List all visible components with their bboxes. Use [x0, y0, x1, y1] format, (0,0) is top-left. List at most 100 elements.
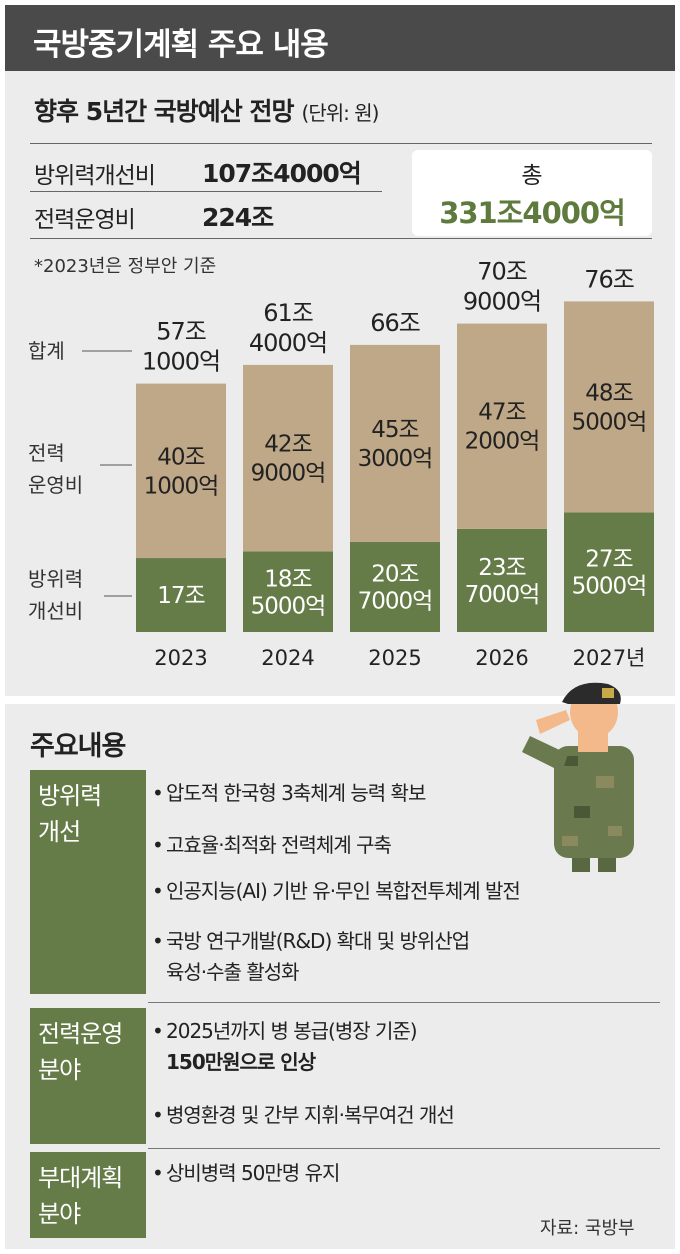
bar-improvement [457, 528, 547, 632]
item-text: 상비병력 50만명 유지 [166, 1161, 340, 1185]
budget-heading: 향후 5년간 국방예산 전망 (단위: 원) [34, 92, 380, 128]
data-label-operation: 40조 [157, 444, 204, 470]
bullet: • [152, 879, 164, 903]
item-text: 150만원으로 인상 [166, 1050, 316, 1074]
total-label: 9000억 [463, 288, 541, 316]
bar-improvement [564, 512, 654, 632]
source-credit: 자료: 국방부 [540, 1218, 635, 1239]
legend-improvement-label: 개선비 [28, 599, 83, 623]
summary-value-improvement: 107조4000억 [202, 159, 362, 188]
list-item: • 인공지능(AI) 기반 유·무인 복합전투체계 발전 [152, 876, 664, 907]
category-line: 분야 [38, 1056, 81, 1084]
data-label-improvement: 18조 [264, 566, 311, 592]
data-label-improvement: 27조 [585, 547, 632, 573]
bar-operation [457, 323, 547, 529]
data-label-operation: 2000억 [465, 429, 540, 455]
total-label: 57조 [156, 318, 206, 346]
data-label-operation: 42조 [264, 432, 311, 458]
bar-operation [243, 364, 333, 552]
stacked-bar-chart: 17조40조1000억57조1000억202318조5000억42조9000억6… [28, 258, 654, 670]
summary-label-operation: 전력운영비 [34, 207, 136, 233]
x-tick-label: 2023 [154, 646, 207, 670]
bullet: • [152, 929, 164, 953]
bar-improvement [136, 558, 226, 632]
x-tick-label: 2026 [475, 646, 528, 670]
data-label-operation: 47조 [478, 400, 525, 426]
data-label-improvement: 5000억 [251, 593, 326, 619]
data-label-operation: 48조 [585, 380, 632, 406]
item-text: 국방 연구개발(R&D) 확대 및 방위산업 [166, 929, 470, 953]
list-item: • 상비병력 50만명 유지 [152, 1158, 664, 1189]
category-line: 방위력 [38, 782, 102, 810]
bar-improvement [350, 541, 440, 632]
item-text: 병영환경 및 간부 지휘·복무여건 개선 [166, 1103, 455, 1127]
divider-line [148, 1002, 660, 1003]
item-text: 2025년까지 병 봉급(병장 기준) [166, 1019, 418, 1043]
x-tick-label: 2024 [261, 646, 314, 670]
total-value: 331조4000억 [439, 196, 626, 230]
data-label-improvement: 5000억 [572, 574, 647, 600]
category-line: 전력운영 [38, 1020, 123, 1048]
category-line: 부대계획 [38, 1164, 123, 1192]
bullet: • [152, 833, 164, 857]
category-improvement: 방위력 개선 [30, 770, 146, 994]
data-label-improvement: 7000억 [358, 588, 433, 614]
data-label-improvement: 23조 [478, 555, 525, 581]
list-item: • 병영환경 및 간부 지휘·복무여건 개선 [152, 1100, 664, 1131]
bullet: • [152, 1019, 164, 1043]
divider-line [148, 1148, 660, 1149]
data-label-operation: 3000억 [358, 446, 433, 472]
total-label: 76조 [584, 265, 634, 293]
divider-line [30, 238, 652, 239]
item-text: 인공지능(AI) 기반 유·무인 복합전투체계 발전 [166, 879, 521, 903]
total-box: 총 331조4000억 [412, 150, 652, 236]
item-text: 압도적 한국형 3축체계 능력 확보 [166, 781, 426, 805]
bullet: • [152, 1161, 164, 1185]
bar-improvement [243, 551, 333, 632]
data-label-improvement: 17조 [157, 583, 204, 609]
legend-operation-label: 전력 [28, 441, 65, 465]
total-label: 총 [521, 163, 543, 189]
footnote: *2023년은 정부안 기준 [34, 256, 217, 277]
category-line: 개선 [38, 818, 81, 846]
saluting-soldier-illustration [522, 682, 634, 872]
page-title: 국방중기계획 주요 내용 [33, 27, 329, 63]
divider-line [30, 191, 382, 192]
data-label-operation: 9000억 [251, 461, 326, 487]
total-label: 66조 [370, 309, 420, 337]
budget-unit: (단위: 원) [301, 101, 380, 125]
data-label-operation: 45조 [371, 417, 418, 443]
legend-improvement-label: 방위력 [28, 567, 83, 591]
item-text: 육성·수출 활성화 [166, 960, 300, 984]
total-label: 61조 [263, 299, 313, 327]
category-force: 부대계획 분야 [30, 1152, 146, 1238]
bar-operation [350, 344, 440, 542]
legend-total-label: 합계 [28, 339, 65, 363]
title-bar: 국방중기계획 주요 내용 [5, 5, 675, 71]
total-label: 4000억 [249, 329, 327, 357]
bar-operation [564, 301, 654, 513]
data-label-operation: 1000억 [144, 473, 219, 499]
data-label-operation: 5000억 [572, 409, 647, 435]
list-item: • 압도적 한국형 3축체계 능력 확보 [152, 778, 664, 809]
section-divider [5, 696, 675, 704]
divider-line [30, 143, 652, 144]
data-label-improvement: 20조 [371, 561, 418, 587]
bullet: • [152, 1103, 164, 1127]
item-text: 고효율·최적화 전력체계 구축 [166, 833, 392, 857]
x-tick-label: 2027년 [573, 646, 646, 670]
summary-label-improvement: 방위력개선비 [34, 163, 156, 189]
list-item: • 고효율·최적화 전력체계 구축 [152, 830, 664, 861]
bar-operation [136, 383, 226, 559]
list-item: • 2025년까지 병 봉급(병장 기준) 150만원으로 인상 [152, 1016, 664, 1078]
budget-heading-text: 향후 5년간 국방예산 전망 [34, 97, 295, 126]
total-label: 1000억 [142, 348, 220, 376]
legend-operation-label: 운영비 [28, 473, 83, 497]
category-operation: 전력운영 분야 [30, 1008, 146, 1144]
category-line: 분야 [38, 1200, 81, 1228]
bullet: • [152, 781, 164, 805]
data-label-improvement: 7000억 [465, 582, 540, 608]
summary-value-operation: 224조 [202, 203, 274, 232]
total-label: 70조 [477, 258, 527, 286]
